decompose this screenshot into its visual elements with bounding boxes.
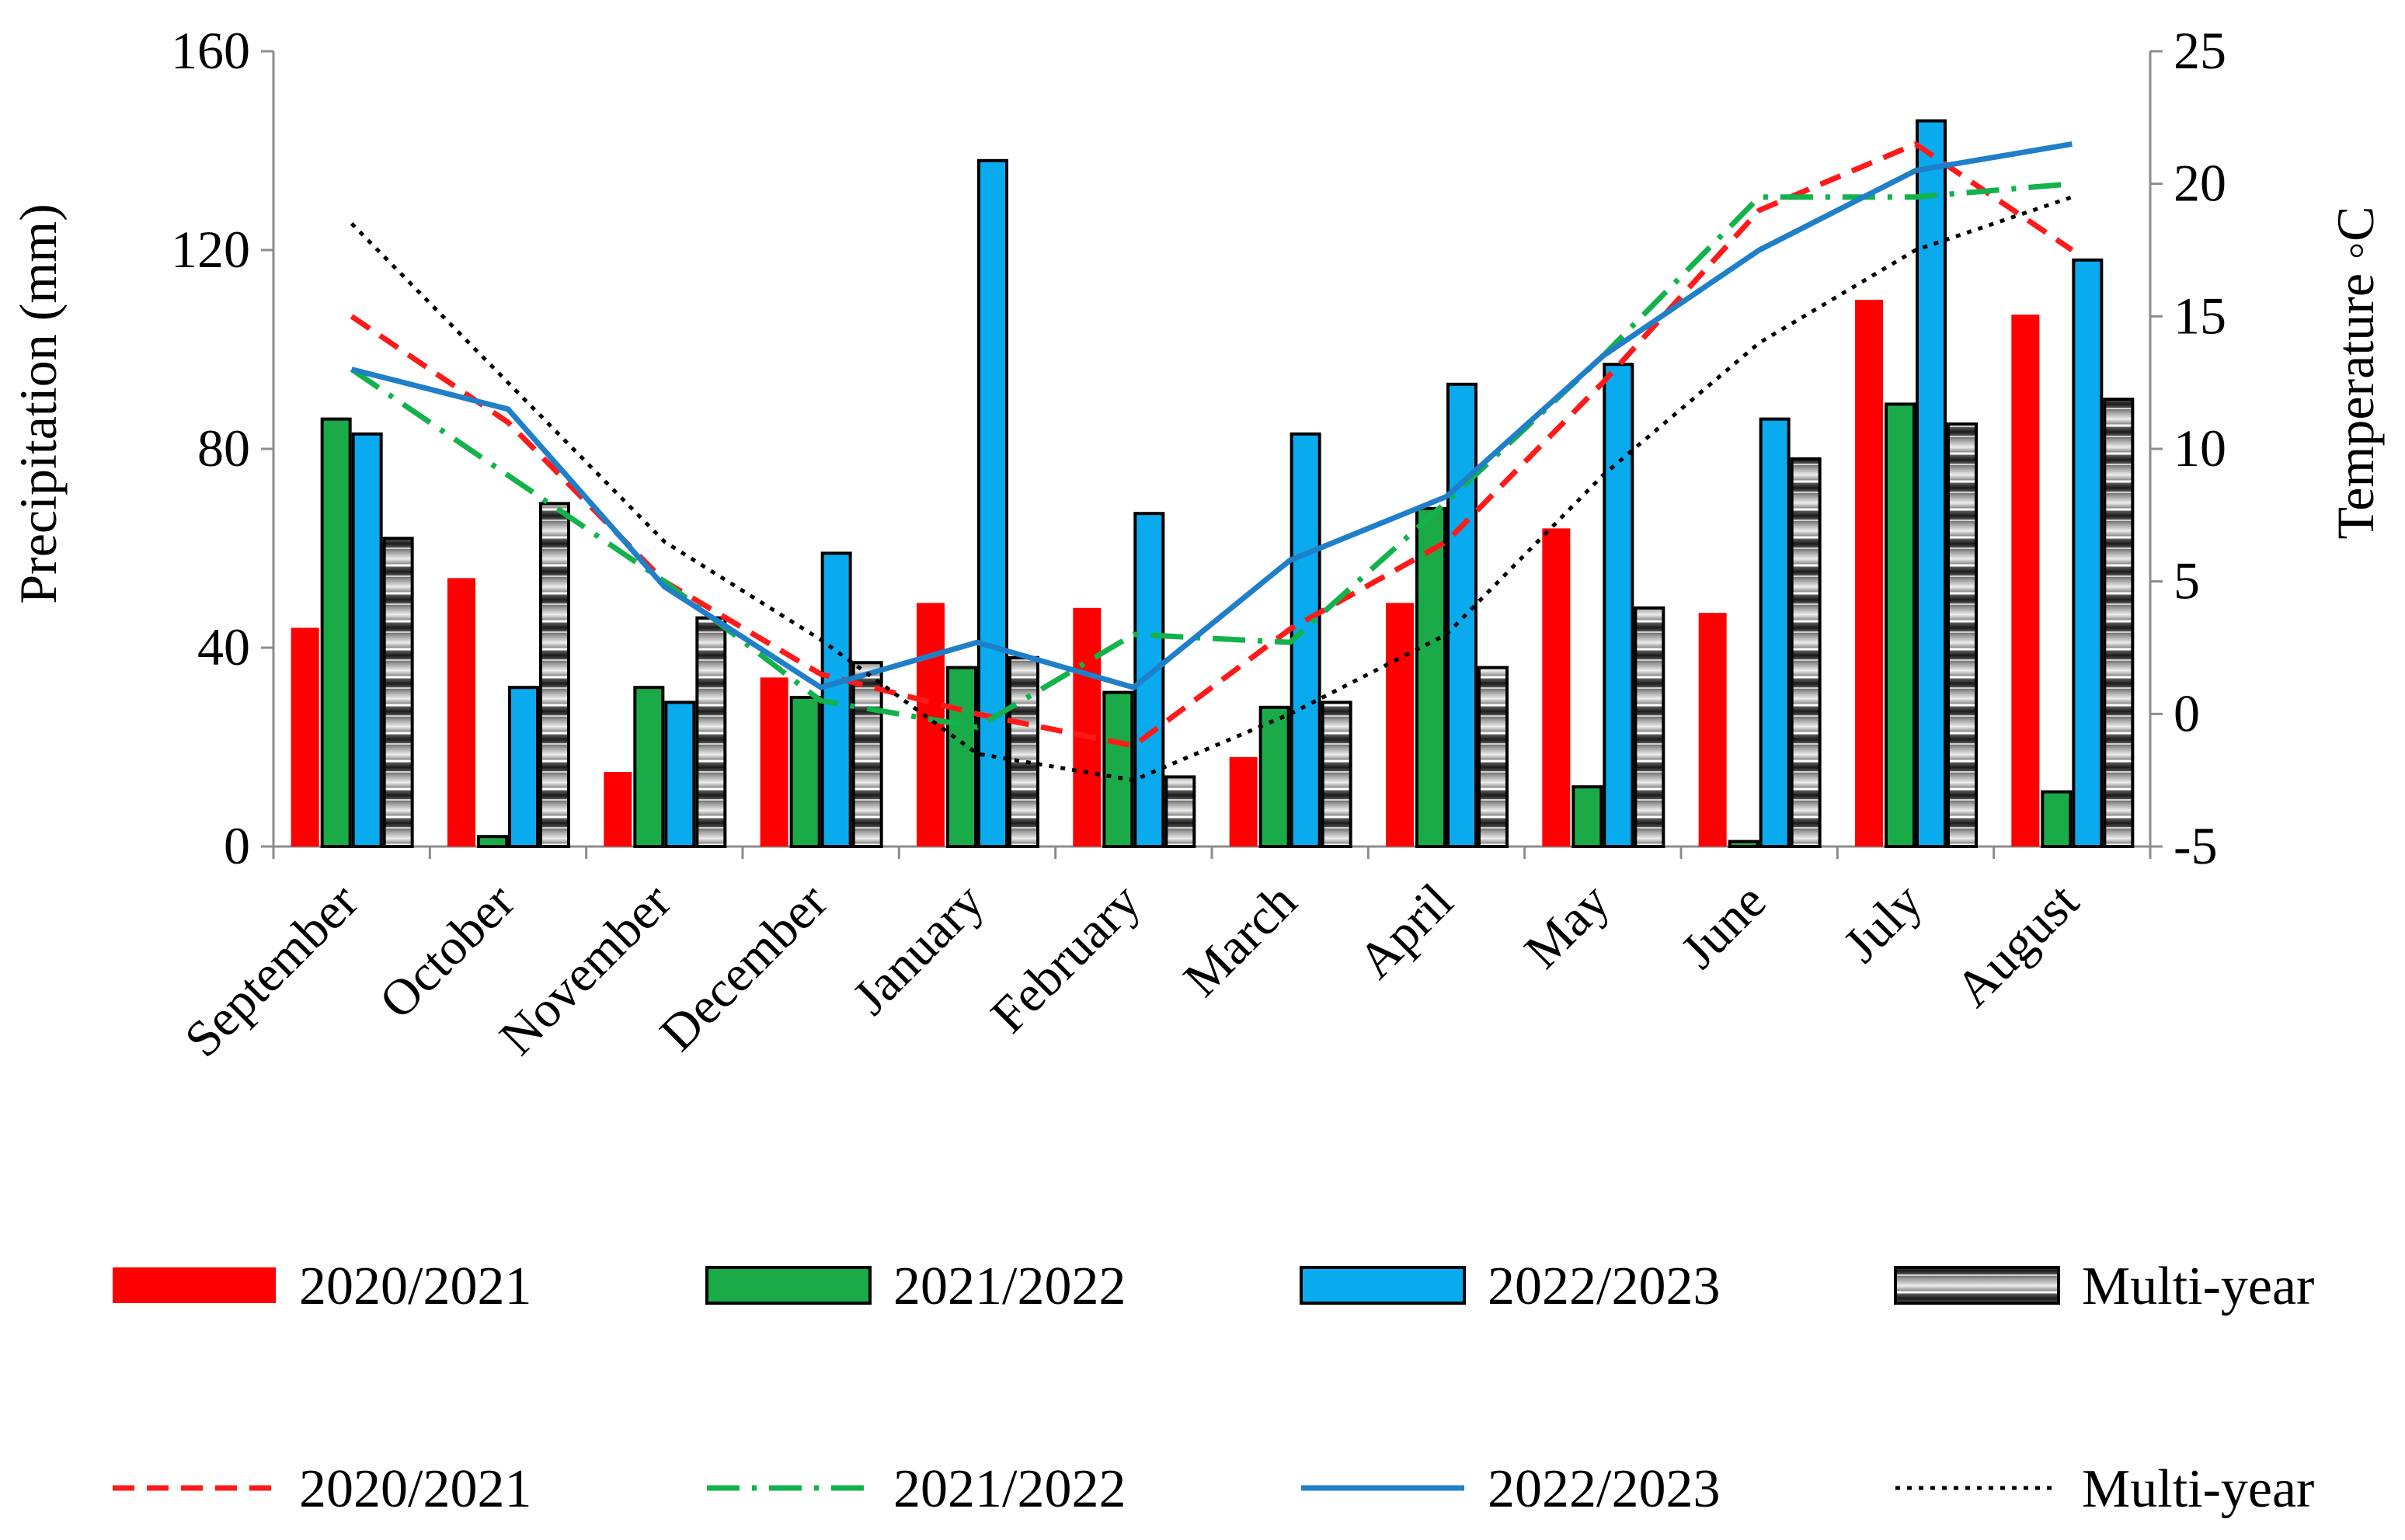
bar-b2022-october: [508, 686, 539, 849]
line-l2020: [350, 141, 2074, 749]
y-left-tick-label: 80: [197, 419, 250, 478]
line-lmulti: [350, 195, 2073, 783]
bar-bmulti-september: [382, 537, 414, 848]
bar-b2020-september: [291, 627, 319, 846]
legend: 2020/2021 2021/2022 2022/2023 Multi-year 202…: [113, 1257, 2314, 1519]
y-right-tick-label: 0: [2174, 683, 2200, 742]
bar-b2022-june: [1759, 417, 1791, 848]
legend-label-bmulti: Multi-year: [2082, 1257, 2314, 1316]
legend-label-l2021: 2021/2022: [893, 1459, 1126, 1519]
bar-b2021-october: [477, 835, 508, 848]
legend-swatch-bmulti: [1894, 1266, 2060, 1305]
line-series: [350, 141, 2074, 783]
y-left-tick-label: 120: [171, 220, 250, 279]
bar-b2020-may: [1542, 528, 1571, 846]
bar-b2021-may: [1571, 785, 1603, 849]
bar-b2020-january: [917, 603, 945, 846]
bar-b2021-december: [789, 696, 821, 848]
x-tick-label: April: [1347, 873, 1464, 989]
bar-bmulti-june: [1790, 457, 1822, 848]
y-right-tick-label: 20: [2174, 154, 2226, 213]
bar-b2021-september: [320, 417, 352, 848]
bar-b2021-april: [1415, 506, 1446, 848]
y-axis-left-title: Precipitation (mm): [9, 203, 68, 604]
bar-b2022-september: [351, 432, 383, 848]
bar-bmulti-may: [1634, 606, 1665, 848]
legend-label-l2022: 2022/2023: [1488, 1459, 1720, 1519]
legend-label-b2021: 2021/2022: [893, 1257, 1126, 1316]
bar-bmulti-february: [1164, 775, 1196, 849]
y-left-tick-label: 0: [224, 816, 250, 875]
bar-b2020-february: [1073, 607, 1102, 846]
bar-b2020-october: [447, 578, 475, 846]
legend-swatch-b2022: [1300, 1266, 1466, 1305]
bar-b2020-june: [1698, 613, 1727, 846]
legend-label-b2022: 2022/2023: [1488, 1257, 1720, 1316]
bar-b2021-july: [1885, 402, 1916, 848]
y-axis-right-title: Temperature ◦C: [2326, 206, 2385, 539]
x-tick-label: January: [842, 873, 995, 1026]
x-tick-label: May: [1514, 873, 1620, 979]
x-tick-label: September: [174, 873, 369, 1068]
bar-b2022-may: [1603, 363, 1634, 848]
bar-bmulti-march: [1321, 700, 1352, 849]
bar-b2022-august: [2072, 258, 2104, 848]
x-tick-label: December: [649, 873, 838, 1062]
x-tick-label: February: [980, 873, 1151, 1044]
x-tick-label: October: [369, 873, 526, 1030]
y-left-tick-label: 160: [171, 21, 250, 80]
x-tick-label: June: [1670, 873, 1777, 979]
y-right-tick-label: -5: [2174, 816, 2218, 875]
line-l2021: [350, 181, 2073, 730]
y-right-tick-label: 25: [2174, 21, 2226, 80]
bar-b2020-july: [1855, 300, 1883, 846]
x-tick-label: July: [1832, 873, 1933, 973]
bar-b2020-august: [2011, 315, 2040, 846]
bar-b2020-december: [760, 677, 788, 846]
bar-bmulti-january: [1008, 655, 1039, 848]
x-tick-label: August: [1944, 873, 2089, 1017]
bar-b2020-november: [604, 772, 632, 846]
y-right-tick-label: 15: [2174, 286, 2226, 345]
bar-bmulti-december: [851, 661, 883, 849]
bar-bmulti-october: [539, 502, 570, 849]
bar-bmulti-august: [2103, 398, 2135, 848]
bar-bmulti-july: [1947, 422, 1978, 848]
legend-swatch-b2020: [113, 1267, 276, 1303]
legend-swatch-b2021: [705, 1266, 872, 1305]
bar-b2022-april: [1446, 382, 1477, 848]
line-l2022: [350, 141, 2073, 690]
bar-b2020-april: [1386, 603, 1414, 846]
y-left-tick-label: 40: [197, 617, 250, 676]
y-right-tick-label: 10: [2174, 419, 2226, 478]
bar-b2021-february: [1102, 690, 1134, 848]
bar-b2022-november: [664, 700, 696, 849]
bar-b2021-june: [1728, 840, 1759, 848]
legend-label-l2020: 2020/2021: [299, 1459, 531, 1519]
bar-b2022-july: [1916, 119, 1947, 849]
bar-bmulti-april: [1477, 666, 1509, 848]
y-right-tick-label: 5: [2174, 551, 2200, 610]
legend-label-b2020: 2020/2021: [299, 1257, 531, 1316]
bar-b2022-january: [977, 158, 1008, 849]
bar-b2021-january: [946, 666, 977, 848]
bar-b2021-august: [2041, 790, 2073, 848]
bar-b2021-march: [1258, 705, 1290, 848]
bar-b2021-november: [633, 686, 665, 849]
x-tick-label: March: [1173, 873, 1307, 1007]
bar-bmulti-november: [695, 616, 727, 848]
bar-b2020-march: [1229, 756, 1258, 846]
legend-label-lmulti: Multi-year: [2082, 1459, 2314, 1519]
x-tick-label: November: [489, 873, 682, 1066]
